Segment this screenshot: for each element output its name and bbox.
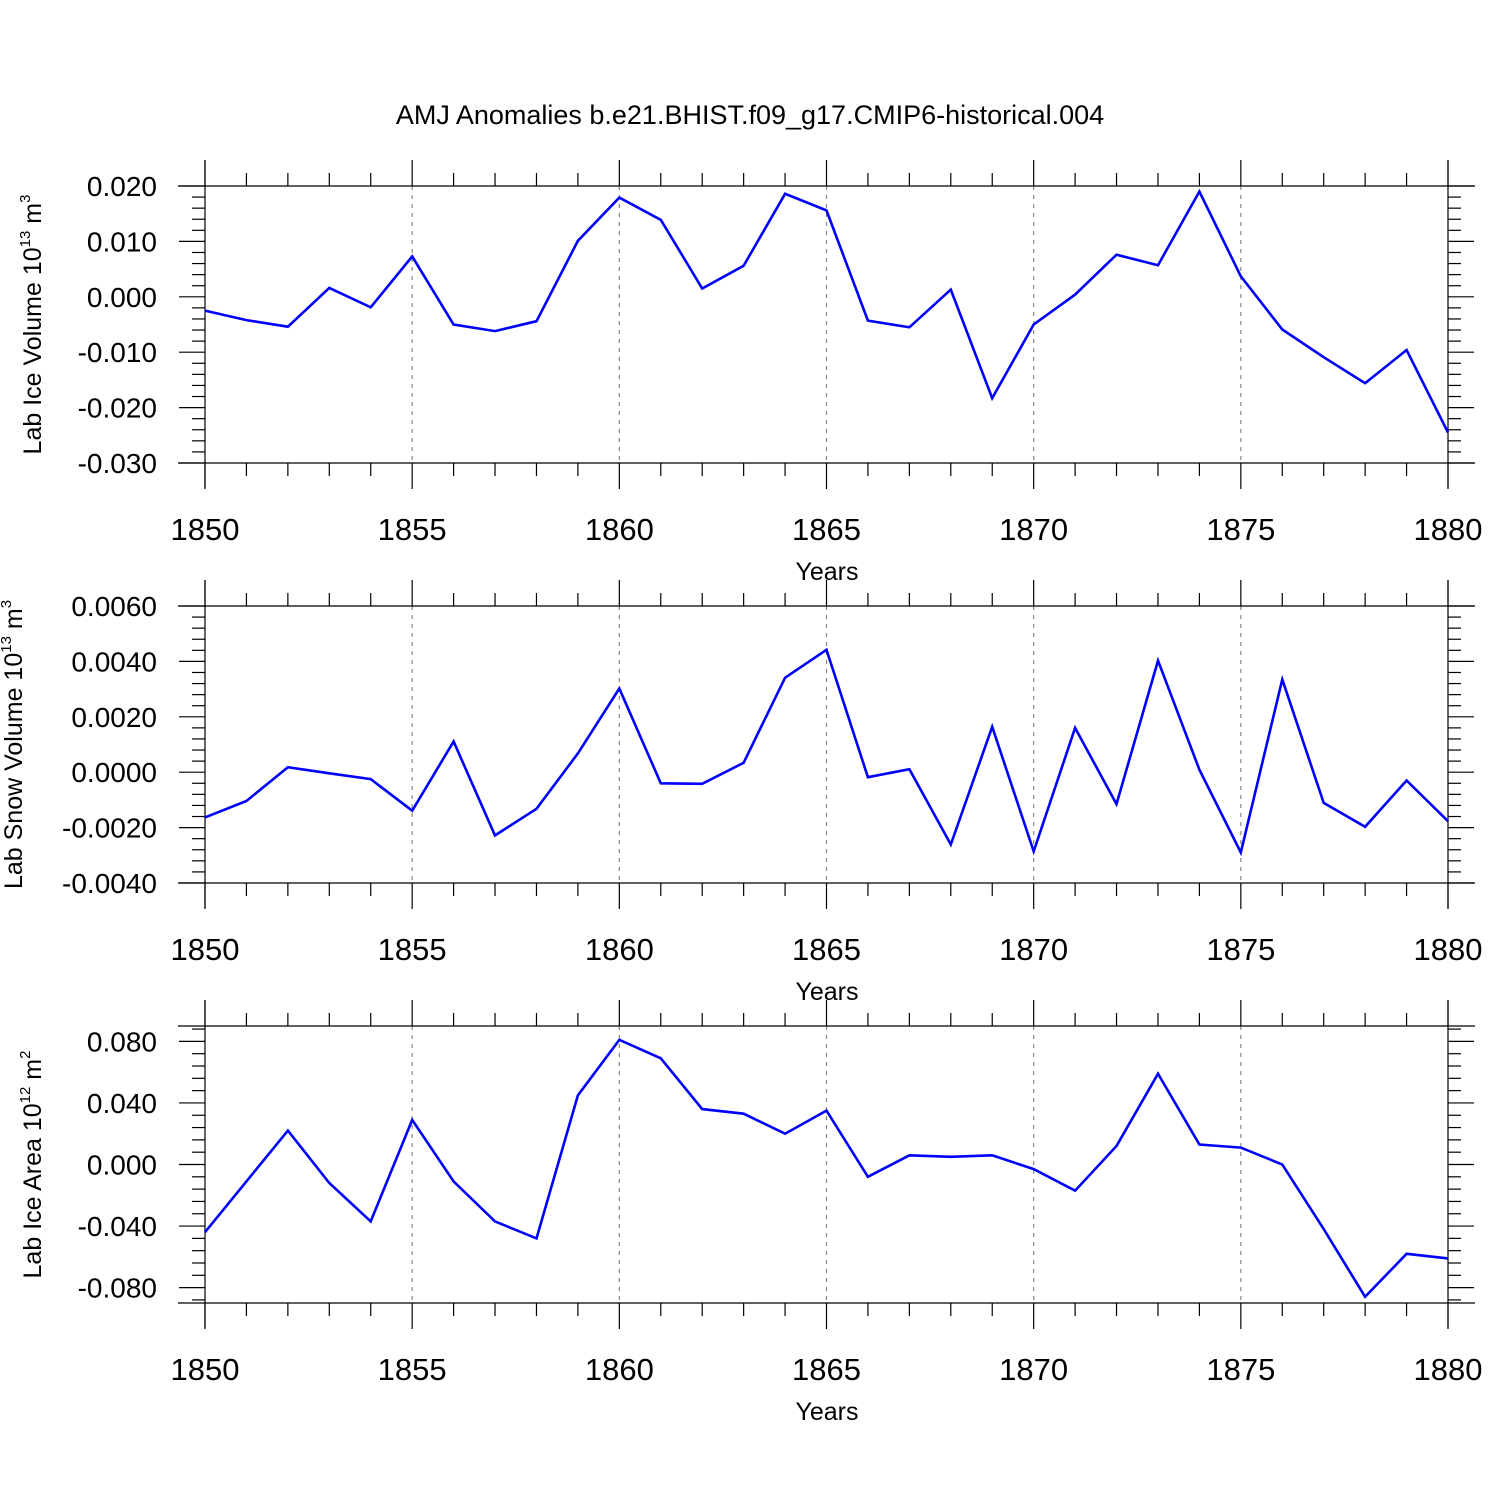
- y-ticks: [179, 1028, 1474, 1301]
- y-tick-label: -0.080: [78, 1273, 157, 1304]
- y-tick-label: 0.000: [87, 282, 157, 313]
- y-tick-label: -0.0020: [62, 813, 157, 844]
- y-tick-label: -0.0040: [62, 868, 157, 899]
- x-tick-label: 1855: [378, 1352, 447, 1387]
- x-ticks: [204, 160, 1449, 489]
- series-line: [204, 188, 1450, 434]
- y-axis-label: Lab Ice Area 1012 m2: [17, 1051, 47, 1279]
- x-tick-label: 1850: [171, 932, 240, 967]
- y-tick-label: 0.010: [87, 226, 157, 257]
- x-tick-label: 1870: [999, 512, 1068, 547]
- y-tick-label: 0.0040: [71, 646, 157, 677]
- panel-2: -0.0040 -0.0020 0.0000 0.0020 0.0040 0.0060 18…: [0, 580, 1482, 1006]
- x-tick-label: 1850: [171, 512, 240, 547]
- x-tick-label: 1880: [1414, 512, 1483, 547]
- x-tick-label: 1860: [585, 512, 654, 547]
- x-tick-label: 1870: [999, 932, 1068, 967]
- y-axis-label: Lab Snow Volume 1013 m3: [0, 600, 28, 889]
- y-tick-label: -0.020: [78, 393, 157, 424]
- x-ticks: [204, 1000, 1449, 1329]
- series-line: [203, 1038, 1449, 1299]
- x-tick-label: 1855: [378, 932, 447, 967]
- y-tick-label: 0.020: [87, 171, 157, 202]
- y-tick-label: -0.010: [78, 337, 157, 368]
- x-tick-label: 1870: [999, 1352, 1068, 1387]
- panel-3: -0.080 -0.040 0.000 0.040 0.080 1850 1855 1860 1…: [17, 1000, 1482, 1426]
- x-tick-label: 1880: [1414, 1352, 1483, 1387]
- x-ticks: [204, 580, 1449, 909]
- x-tick-label: 1860: [585, 1352, 654, 1387]
- x-axis-label: Years: [795, 1398, 858, 1426]
- panel-1: -0.030 -0.020 -0.010 0.000 0.010 0.020 1850 185…: [17, 160, 1482, 586]
- y-ticks: [179, 185, 1474, 464]
- x-tick-label: 1855: [378, 512, 447, 547]
- x-tick-label: 1865: [792, 1352, 861, 1387]
- panels: -0.030 -0.020 -0.010 0.000 0.010 0.020 1850 185…: [0, 160, 1482, 1426]
- x-tick-label: 1875: [1206, 932, 1275, 967]
- y-tick-label: 0.040: [87, 1088, 157, 1119]
- x-tick-label: 1875: [1206, 1352, 1275, 1387]
- y-tick-label: 0.000: [87, 1150, 157, 1181]
- x-tick-label: 1860: [585, 932, 654, 967]
- x-tick-label: 1875: [1206, 512, 1275, 547]
- x-tick-label: 1850: [171, 1352, 240, 1387]
- x-tick-label: 1865: [792, 932, 861, 967]
- x-tick-label: 1880: [1414, 932, 1483, 967]
- y-tick-label: 0.0020: [71, 702, 157, 733]
- figure-title: AMJ Anomalies b.e21.BHIST.f09_g17.CMIP6-…: [396, 100, 1104, 130]
- x-tick-label: 1865: [792, 512, 861, 547]
- y-tick-label: 0.0000: [71, 757, 157, 788]
- y-axis-label: Lab Ice Volume 1013 m3: [17, 195, 47, 455]
- y-tick-label: -0.030: [78, 448, 157, 479]
- y-tick-label: 0.0060: [71, 591, 157, 622]
- series-line: [204, 647, 1449, 857]
- y-ticks: [179, 605, 1474, 884]
- y-tick-label: 0.080: [87, 1026, 157, 1057]
- y-tick-label: -0.040: [78, 1211, 157, 1242]
